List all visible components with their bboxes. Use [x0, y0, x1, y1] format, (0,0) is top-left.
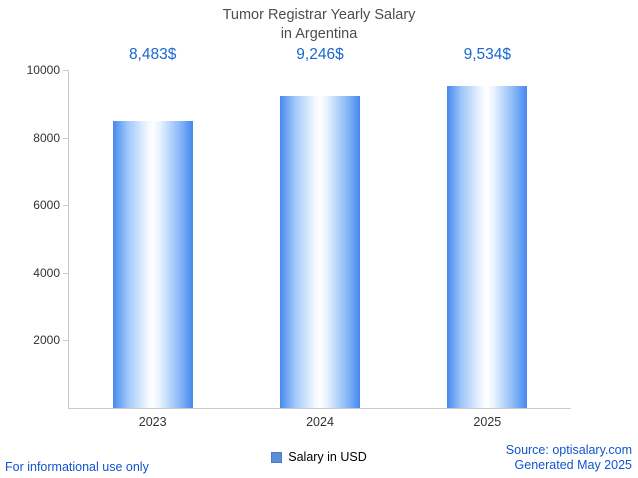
bar	[447, 85, 528, 408]
y-tick-label: 6000	[33, 198, 60, 213]
bar-value-label: 8,483$	[128, 46, 177, 63]
y-tick-mark	[63, 137, 68, 139]
bar-value-label: 9,246$	[296, 46, 344, 63]
source-link[interactable]: Source: optisalary.com	[505, 442, 632, 457]
legend[interactable]: Salary in USD	[0, 450, 638, 464]
y-tick-label: 4000	[33, 265, 60, 280]
x-axis-label: 2024	[306, 415, 334, 429]
footer-source-block: Source: optisalary.com Generated May 202…	[506, 443, 632, 474]
bar	[112, 121, 193, 408]
disclaimer-text: For informational use only	[5, 460, 149, 474]
bar-value-label: 9,534$	[463, 46, 512, 63]
y-tick-label: 8000	[33, 130, 60, 145]
legend-swatch-icon	[271, 451, 283, 463]
y-tick-mark	[63, 340, 68, 342]
y-tick-label: 10000	[26, 63, 60, 77]
y-tick-mark	[63, 205, 68, 207]
chart-title-line2: in Argentina	[280, 25, 358, 42]
chart-title: Tumor Registrar Yearly Salary in Argenti…	[0, 6, 638, 44]
bar	[280, 95, 360, 408]
legend-label: Salary in USD	[288, 450, 367, 464]
plot-area: 8,483$ 2023 9,246$ 2024 9,534$ 2025	[68, 46, 571, 429]
y-tick-mark	[63, 70, 68, 71]
x-axis-label: 2023	[138, 415, 167, 429]
y-tick-label: 2000	[33, 333, 60, 348]
chart-title-line1: Tumor Registrar Yearly Salary	[222, 7, 416, 23]
y-tick-mark	[63, 272, 68, 274]
x-axis-label: 2025	[473, 415, 502, 429]
generated-date: Generated May 2025	[514, 458, 632, 473]
